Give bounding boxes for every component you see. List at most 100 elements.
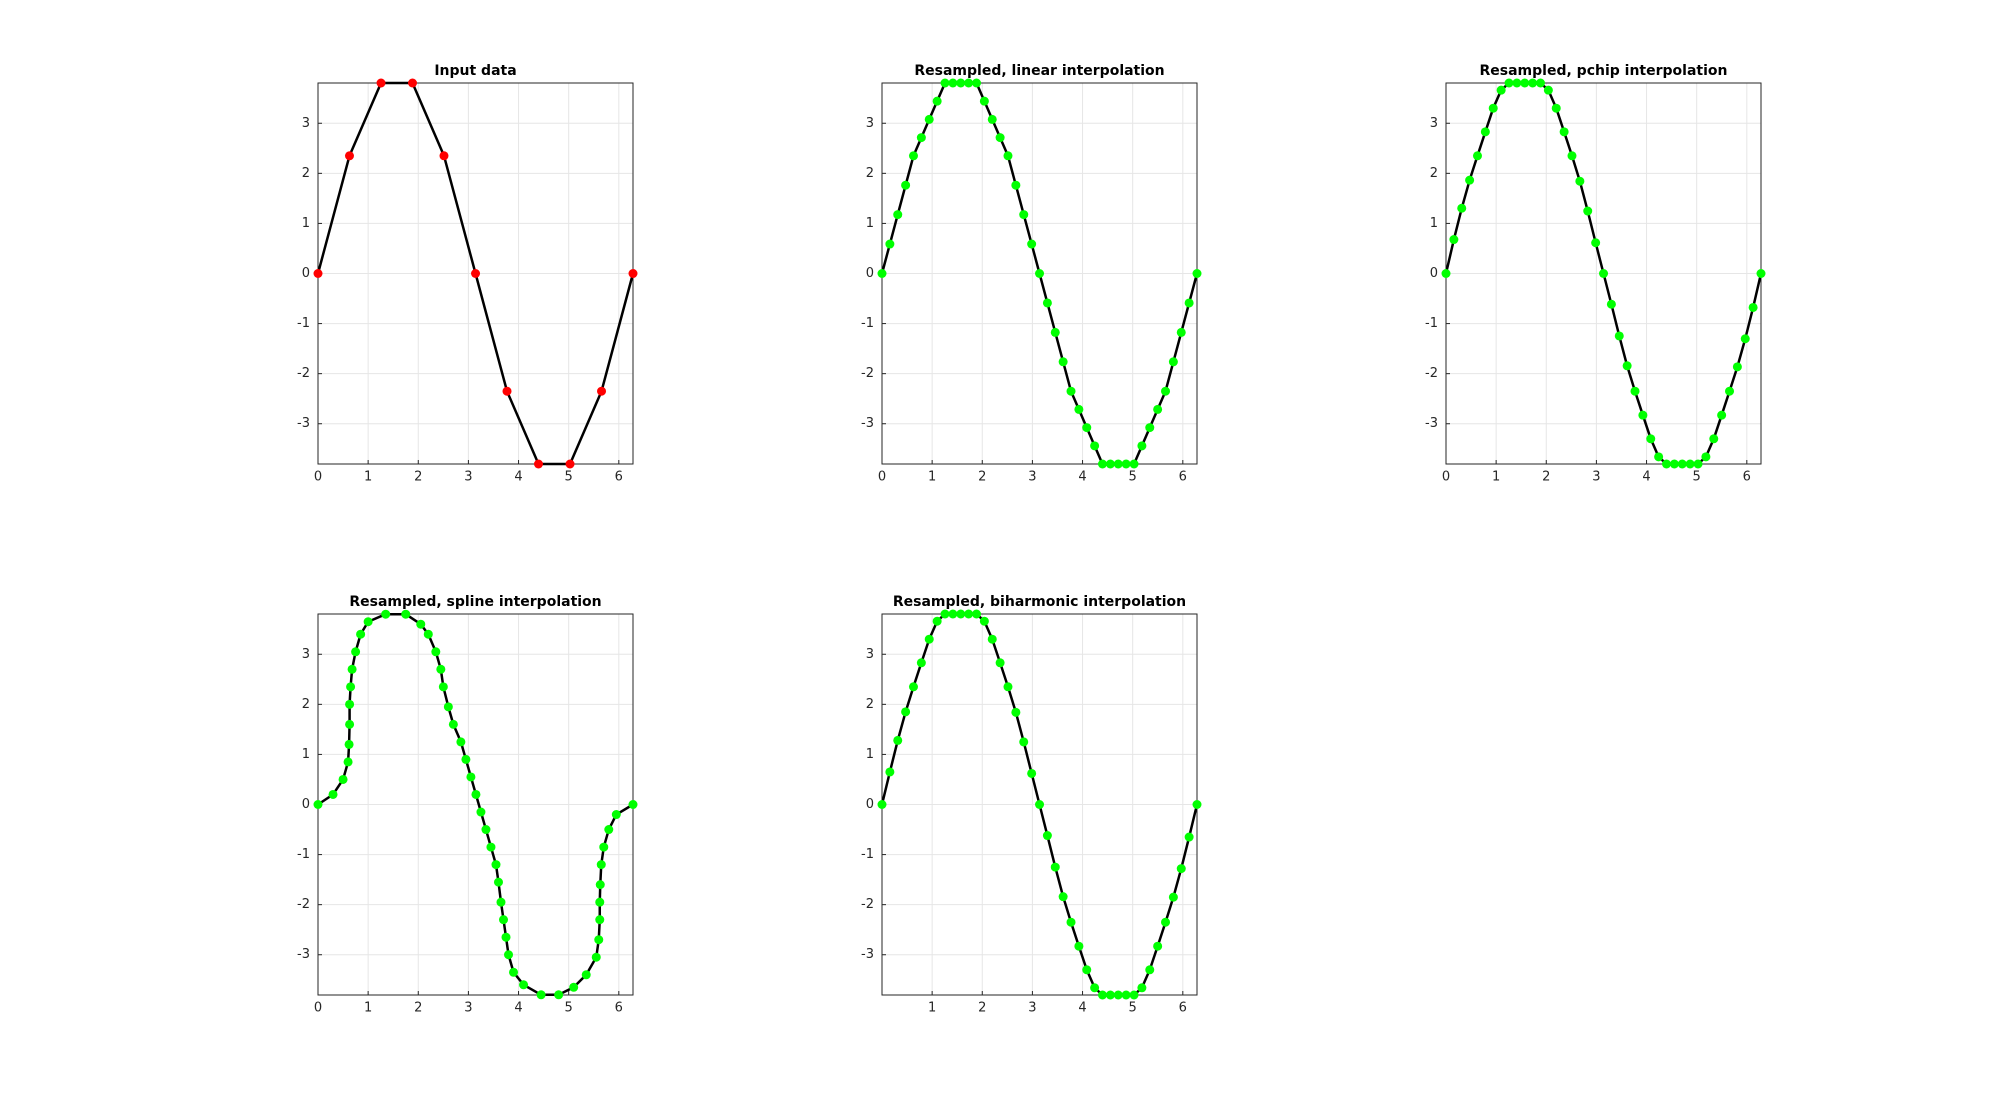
data-point — [345, 719, 355, 729]
data-point — [924, 634, 934, 644]
data-point — [346, 682, 356, 692]
data-point — [491, 860, 501, 870]
x-tick-label: 3 — [1592, 470, 1600, 485]
data-point — [628, 269, 638, 278]
data-point — [964, 609, 974, 619]
data-point — [1011, 180, 1021, 190]
x-tick-label: 2 — [978, 1001, 986, 1016]
data-point — [1145, 965, 1155, 975]
data-point — [1472, 151, 1482, 161]
data-point — [1551, 103, 1561, 113]
data-point — [338, 774, 348, 784]
data-point — [1161, 917, 1171, 927]
data-point — [509, 967, 519, 977]
data-point — [1027, 239, 1037, 249]
data-point — [1614, 331, 1624, 341]
data-point — [499, 915, 509, 925]
data-point — [423, 629, 433, 639]
data-point — [995, 658, 1005, 668]
data-point — [1035, 269, 1045, 278]
data-point — [604, 825, 614, 835]
y-tick-label: 2 — [866, 166, 874, 181]
subplot: 0 1 2 3 4 5 6 -3 -2 -1 0 1 2 3 Resampled, pchip interp… — [1425, 63, 1766, 485]
data-point — [1074, 404, 1084, 414]
data-point — [1646, 434, 1656, 444]
data-point — [1176, 864, 1186, 874]
y-tick-label: -2 — [861, 366, 874, 381]
x-tick-label: 3 — [464, 470, 472, 485]
data-point — [1153, 404, 1163, 414]
data-point — [481, 825, 491, 835]
data-point — [343, 757, 353, 767]
data-point — [1536, 78, 1546, 88]
data-point — [594, 935, 604, 945]
data-point — [1725, 386, 1735, 396]
y-tick-label: 3 — [866, 116, 874, 131]
y-tick-label: 0 — [302, 797, 310, 812]
data-point — [461, 754, 471, 764]
data-point — [1717, 410, 1727, 420]
subplot: 0 1 2 3 4 5 6 -3 -2 -1 0 1 2 3 Resampled, spline inter… — [297, 594, 638, 1016]
data-point — [471, 789, 481, 799]
data-point — [1003, 151, 1013, 161]
x-tick-label: 6 — [1743, 470, 1751, 485]
data-point — [1685, 459, 1695, 469]
data-point — [1168, 892, 1178, 902]
data-point — [1168, 357, 1178, 367]
data-point — [344, 151, 354, 161]
data-point — [972, 609, 982, 619]
data-point — [486, 842, 496, 852]
y-tick-label: 0 — [1430, 266, 1438, 281]
data-point — [1496, 85, 1506, 95]
data-point — [1732, 362, 1742, 372]
x-tick-label: 4 — [1078, 470, 1086, 485]
y-tick-label: -2 — [297, 366, 310, 381]
data-point — [596, 860, 606, 870]
y-tick-label: 3 — [1430, 116, 1438, 131]
x-tick-label: 5 — [1129, 470, 1137, 485]
x-tick-label: 2 — [414, 1001, 422, 1016]
data-point — [1137, 983, 1147, 993]
data-point — [565, 459, 575, 469]
data-point — [595, 880, 605, 890]
data-point — [964, 78, 974, 88]
data-point — [987, 114, 997, 124]
data-point — [1638, 410, 1648, 420]
chart-title: Resampled, biharmonic interpolation — [893, 594, 1186, 610]
data-point — [1567, 151, 1577, 161]
data-point — [1512, 78, 1522, 88]
data-point — [1520, 78, 1530, 88]
data-point — [916, 658, 926, 668]
data-point — [401, 609, 411, 619]
y-tick-label: -3 — [861, 416, 874, 431]
data-point — [466, 772, 476, 782]
data-point — [611, 810, 621, 820]
data-point — [948, 78, 958, 88]
data-point — [519, 980, 529, 990]
chart-title: Resampled, pchip interpolation — [1480, 63, 1728, 79]
y-tick-label: -1 — [1425, 316, 1438, 331]
data-point — [1176, 327, 1186, 337]
data-point — [1184, 298, 1194, 308]
x-tick-label: 3 — [1028, 470, 1036, 485]
data-point — [496, 897, 506, 907]
data-point — [416, 619, 426, 629]
data-point — [979, 616, 989, 626]
data-point — [1192, 269, 1202, 278]
data-point — [595, 915, 605, 925]
x-tick-label: 6 — [1179, 1001, 1187, 1016]
data-point — [1066, 917, 1076, 927]
data-point — [1630, 386, 1640, 396]
x-tick-label: 5 — [565, 1001, 573, 1016]
subplot: 0 1 2 3 4 5 6 -3 -2 -1 0 1 2 3 Resampled, linear inter… — [861, 63, 1202, 485]
data-point — [1756, 269, 1766, 278]
chart-title: Resampled, spline interpolation — [349, 594, 601, 610]
data-point — [1606, 299, 1616, 309]
data-point — [493, 877, 503, 887]
data-point — [1161, 386, 1171, 396]
x-tick-label: 2 — [414, 470, 422, 485]
data-point — [439, 151, 449, 161]
data-point — [456, 737, 466, 747]
data-point — [1740, 334, 1750, 344]
data-point — [1669, 459, 1679, 469]
